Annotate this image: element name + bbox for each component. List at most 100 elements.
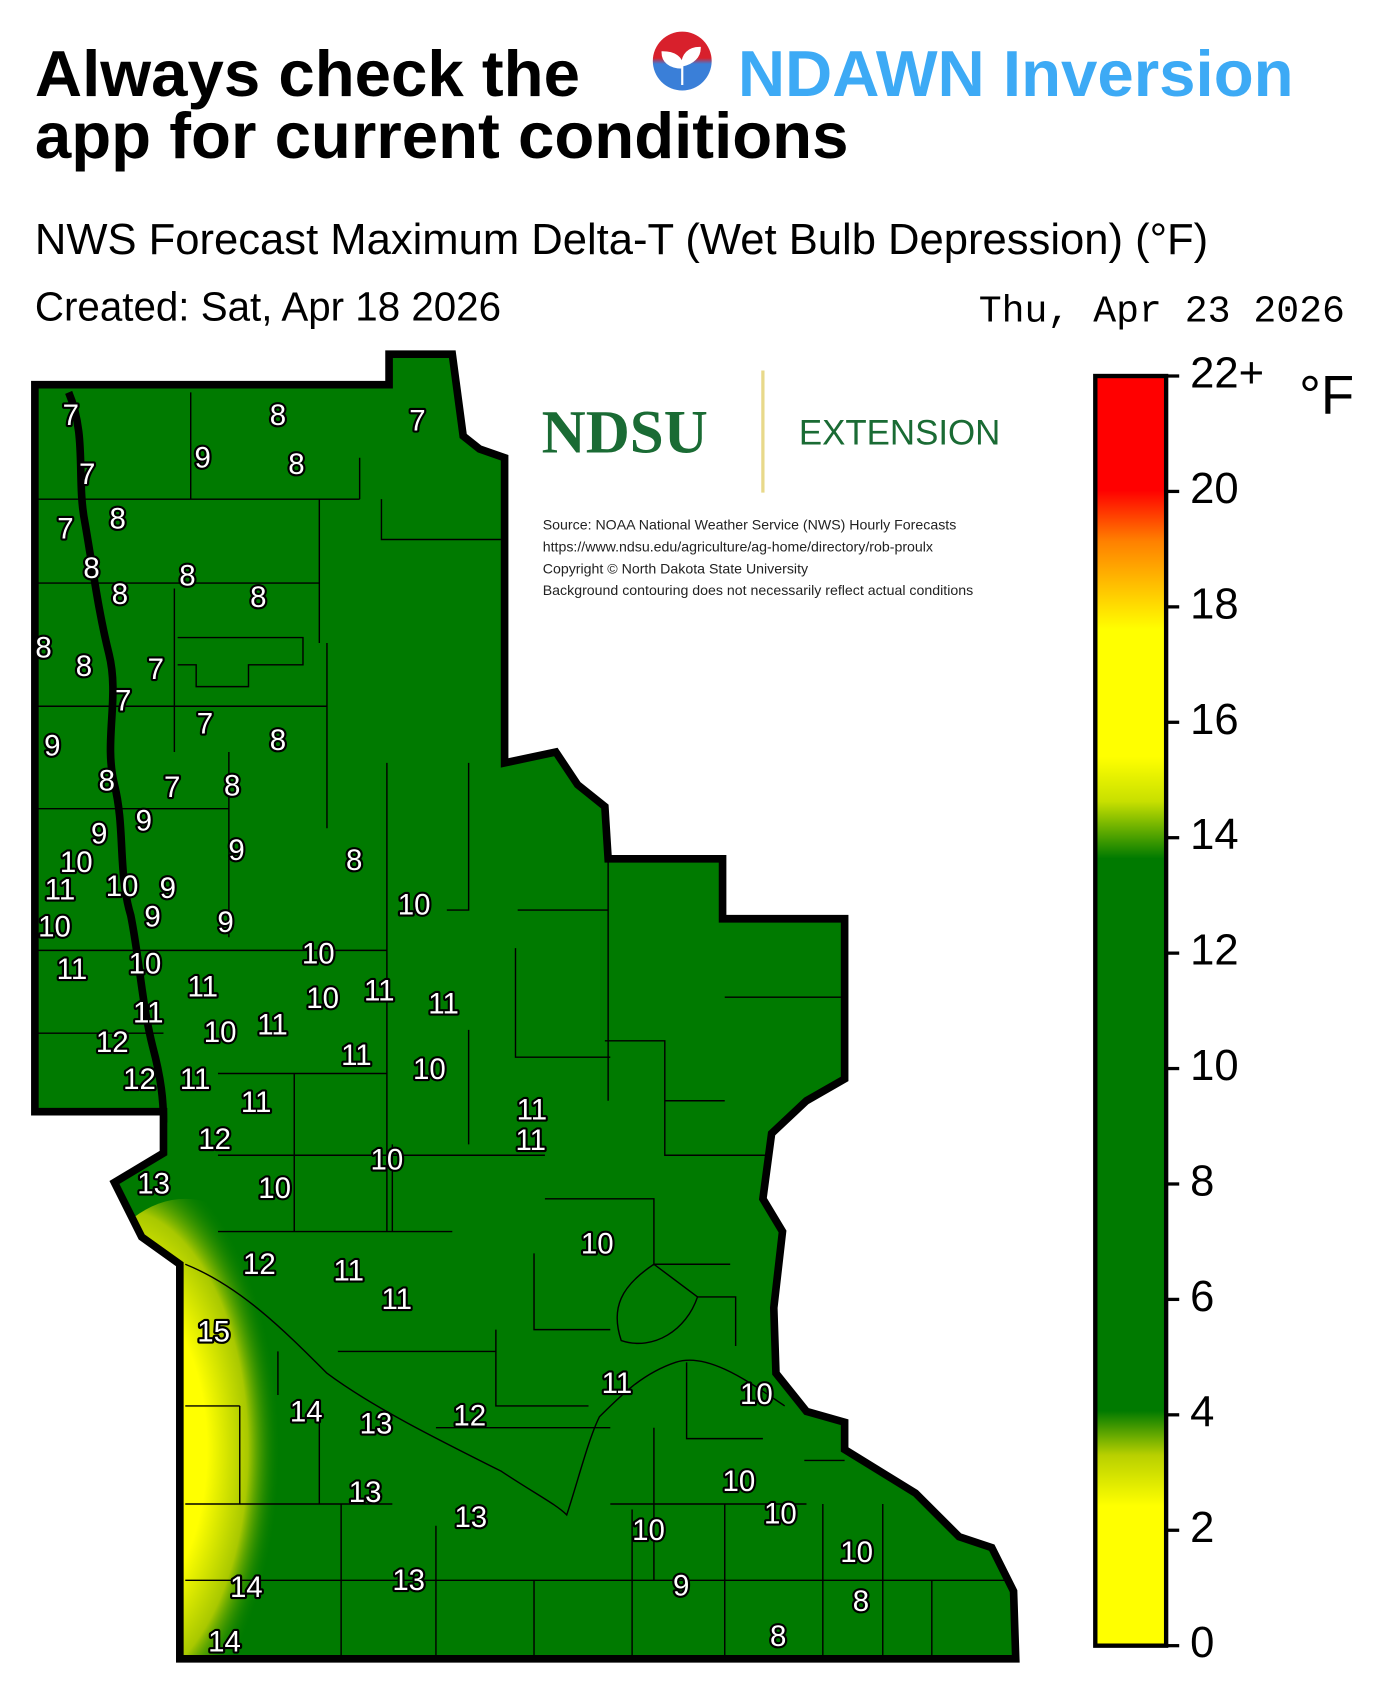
map-value-label: 8 [99,764,115,797]
map-value-label: 8 [35,631,51,664]
map-value-label: 9 [228,834,244,867]
map-value-label: 9 [217,906,233,939]
map-value-label: 7 [197,708,213,741]
map-value-label: 9 [136,805,152,838]
map-value-label: 11 [333,1255,364,1288]
colorbar-tick-label: 22+ [1190,350,1264,398]
ndsu-logo: NDSU EXTENSION [542,370,1000,493]
map-value-label: 8 [110,503,126,536]
colorbar-tick-label: 14 [1190,811,1238,859]
map-value-label: 11 [45,873,76,906]
map-value-label: 10 [204,1016,237,1049]
map-value-label: 9 [44,729,60,762]
map-value-label: 14 [230,1571,263,1604]
map-value-label: 12 [96,1026,129,1059]
map-value-label: 10 [840,1536,873,1569]
colorbar-tick-label: 0 [1190,1619,1214,1667]
app-icon [652,31,712,91]
map-value-label: 8 [179,559,195,592]
map-value-label: 8 [270,724,286,757]
map-value-label: 11 [180,1063,211,1096]
map-value-label: 10 [129,947,162,980]
colorbar-tick-label: 6 [1190,1273,1214,1321]
map-value-label: 7 [79,458,95,491]
colorbar-tick-label: 20 [1190,465,1238,513]
map-value-label: 8 [112,578,128,611]
map-value-label: 10 [632,1514,665,1547]
map-value-label: 10 [413,1053,446,1086]
map-value-label: 10 [398,889,431,922]
map-value-label: 8 [270,399,286,432]
map-value-label: 7 [57,513,73,546]
subtitle: NWS Forecast Maximum Delta-T (Wet Bulb D… [35,216,1208,264]
map-value-label: 11 [133,996,164,1029]
colorbar-tick-label: 10 [1190,1042,1238,1090]
map-value-label: 7 [164,771,180,804]
map-value-label: 8 [250,581,266,614]
colorbar-tick-label: 12 [1190,927,1238,975]
map-value-label: 13 [360,1407,393,1440]
map-value-label: 12 [123,1063,156,1096]
map-value-label: 7 [63,399,79,432]
map-value-label: 9 [91,818,107,851]
source-line: Background contouring does not necessari… [543,583,973,599]
map-value-label: 9 [144,901,160,934]
map-value-label: 9 [195,442,211,475]
map-value-label: 10 [38,910,71,943]
map-value-label: 15 [197,1316,230,1349]
created-date: Created: Sat, Apr 18 2026 [35,283,501,329]
source-line: Copyright © North Dakota State Universit… [543,561,809,577]
map-value-label: 8 [853,1585,869,1618]
colorbar-tick-label: 16 [1190,696,1238,744]
map-value-label: 7 [148,653,164,686]
map-value-label: 11 [341,1039,372,1072]
map-value-label: 12 [243,1248,276,1281]
forecast-date: Thu, Apr 23 2026 [979,291,1345,334]
map-value-label: 8 [288,448,304,481]
map-value-label: 11 [515,1124,546,1157]
map-value-label: 11 [381,1283,412,1316]
map-value-label: 9 [160,872,176,905]
map-value-label: 8 [76,650,92,683]
map-value-label: 8 [346,844,362,877]
map-value-label: 10 [740,1378,773,1411]
map-value-label: 11 [428,988,459,1021]
map-value-label: 10 [581,1227,614,1260]
map-value-label: 9 [673,1570,689,1603]
colorbar-unit: °F [1299,365,1354,426]
map-value-label: 13 [349,1476,382,1509]
title-line: app for current conditions [35,99,849,172]
map-value-label: 8 [83,552,99,585]
map-value-label: 10 [371,1144,404,1177]
map-value-label: 8 [770,1620,786,1653]
map-value-label: 10 [764,1498,797,1531]
colorbar-tick-label: 18 [1190,580,1238,628]
map-value-label: 13 [454,1501,487,1534]
title-line: Always check the [35,37,580,110]
map-value-label: 11 [517,1093,548,1126]
colorbar-tick-label: 8 [1190,1157,1214,1205]
source-notes: Source: NOAA National Weather Service (N… [543,518,973,599]
logo-unit: EXTENSION [799,414,1000,453]
logo-name: NDSU [542,399,708,466]
map-value-label: 11 [602,1367,633,1400]
map-value-label: 10 [723,1465,756,1498]
map-value-label: 12 [453,1400,486,1433]
app-name[interactable]: NDAWN Inversion [738,37,1294,110]
map-value-label: 11 [57,953,88,986]
map-value-label: 12 [198,1123,231,1156]
map-value-label: 8 [224,770,240,803]
map-value-label: 11 [187,970,218,1003]
map-value-label: 10 [302,938,335,971]
map-value-label: 13 [137,1168,170,1201]
colorbar-tick-label: 2 [1190,1504,1214,1552]
source-line: Source: NOAA National Weather Service (N… [543,518,957,534]
map-value-label: 7 [409,405,425,438]
map-value-label: 10 [258,1172,291,1205]
map-value-label: 10 [106,870,139,903]
source-line: https://www.ndsu.edu/agriculture/ag-home… [543,539,933,555]
map-value-label: 10 [60,846,93,879]
map-value-label: 11 [257,1008,288,1041]
colorbar-tick-label: 4 [1190,1388,1214,1436]
